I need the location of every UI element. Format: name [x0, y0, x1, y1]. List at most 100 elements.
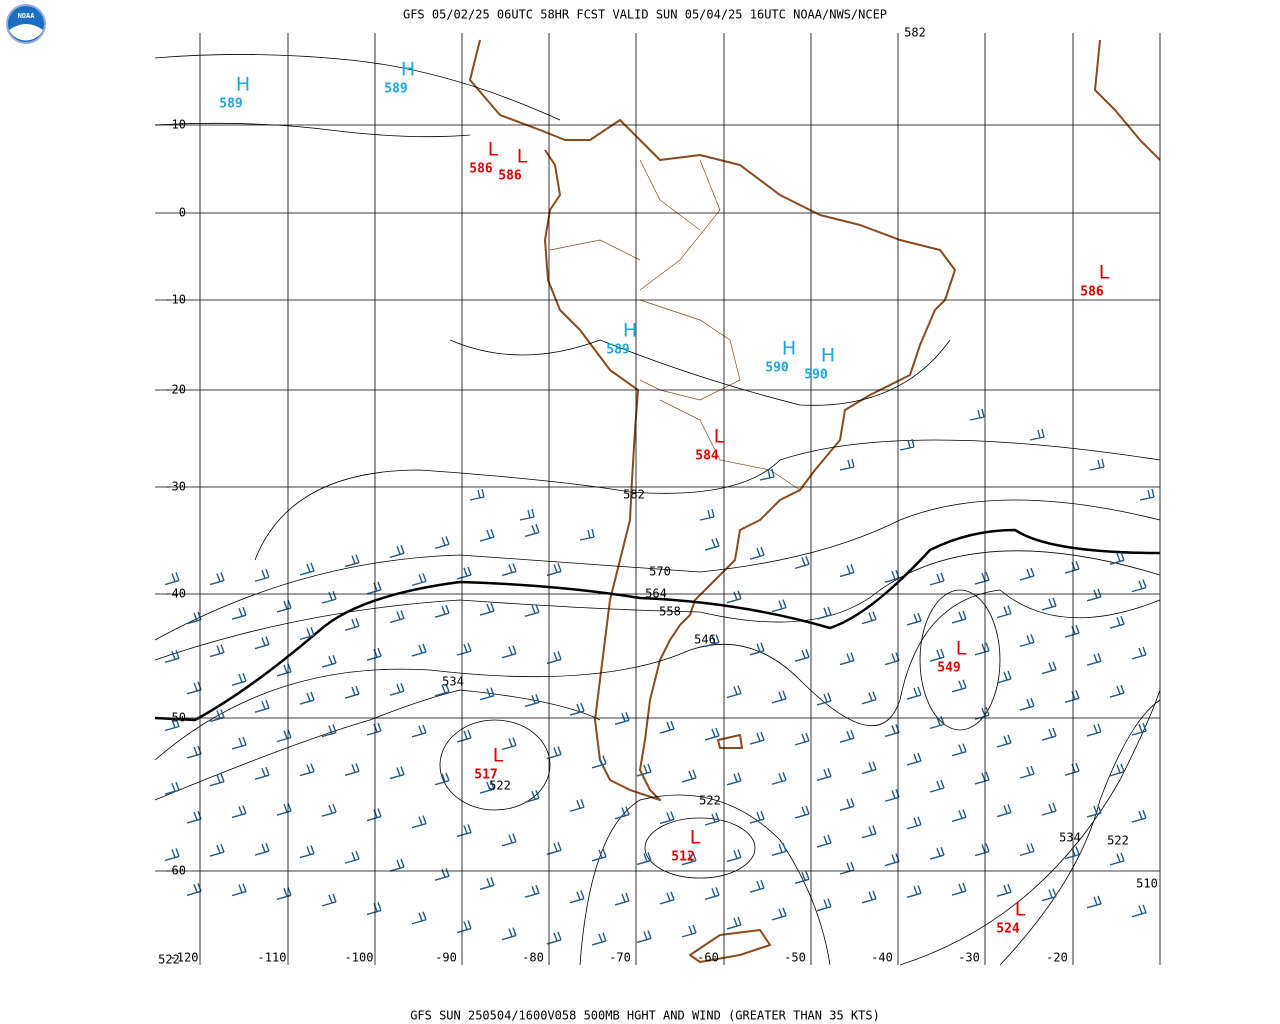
wind-barb: [209, 572, 225, 586]
contour-label: 582: [623, 488, 645, 502]
wind-barb: [231, 736, 247, 750]
wind-barb: [996, 734, 1012, 748]
wind-barb: [299, 691, 315, 705]
wind-barb: [816, 898, 832, 912]
wind-barb: [1019, 765, 1035, 779]
wind-barb: [321, 590, 337, 604]
pressure-symbol: H: [623, 320, 637, 342]
wind-barb: [726, 590, 742, 604]
wind-barb: [749, 731, 765, 745]
contour-label: 522: [158, 953, 180, 967]
latitude-label: 10: [172, 118, 186, 132]
latitude-label: -30: [164, 480, 186, 494]
pressure-value: 584: [695, 449, 719, 464]
wind-barb: [906, 752, 922, 766]
wind-barb: [519, 508, 535, 521]
contour: [154, 589, 1161, 761]
wind-barb: [794, 556, 810, 570]
wind-barb: [906, 612, 922, 626]
wind-barb: [524, 884, 540, 898]
pressure-value: 524: [996, 922, 1020, 937]
wind-barb: [974, 771, 990, 785]
longitude-label: -110: [258, 951, 287, 965]
wind-barb: [434, 867, 450, 881]
contour: [254, 439, 1161, 561]
wind-barb: [699, 508, 715, 521]
wind-barb: [1109, 852, 1125, 866]
coastline: [469, 39, 956, 801]
wind-barb: [389, 682, 405, 696]
wind-barb: [524, 790, 540, 803]
wind-barb: [636, 930, 652, 944]
latitude-label: 0: [179, 206, 186, 220]
wind-barb: [569, 890, 585, 904]
wind-barb: [996, 605, 1012, 619]
pressure-value: 589: [606, 343, 629, 358]
longitude-label: -20: [1046, 951, 1068, 965]
pressure-symbol: H: [782, 338, 796, 360]
wind-barb: [681, 769, 697, 783]
wind-barb: [884, 569, 900, 583]
contour: [899, 689, 1161, 966]
wind-barb: [749, 810, 765, 824]
wind-barb: [434, 604, 450, 618]
wind-barb: [726, 849, 742, 863]
wind-barb: [1041, 661, 1057, 675]
wind-barb: [861, 825, 877, 839]
wind-barb: [344, 618, 360, 631]
contour-label: 510: [1136, 877, 1158, 891]
wind-barb: [411, 815, 427, 829]
wind-barb: [524, 524, 540, 538]
wind-barb: [614, 806, 630, 820]
wind-barb: [254, 699, 270, 713]
wind-barb: [636, 852, 652, 866]
wind-barb: [659, 811, 675, 825]
wind-barb: [276, 887, 292, 900]
longitude-label: -90: [435, 951, 457, 965]
wind-barb: [951, 743, 967, 757]
wind-barb: [1109, 552, 1125, 566]
wind-barb: [186, 611, 202, 625]
wind-barb: [1086, 588, 1102, 602]
contour-label: 522: [1107, 834, 1129, 848]
pressure-value: 590: [765, 361, 789, 376]
wind-barb: [501, 563, 517, 577]
pressure-value: 517: [474, 768, 497, 783]
contour-label: 522: [489, 779, 511, 793]
wind-barb: [929, 572, 945, 586]
contour-label: 534: [1059, 831, 1081, 845]
pressure-value: 589: [384, 82, 407, 97]
contour: [579, 794, 831, 966]
wind-barb: [1064, 762, 1080, 776]
wind-barb: [344, 685, 360, 699]
pressure-symbol: H: [401, 59, 415, 81]
wind-barb: [299, 627, 315, 641]
wind-barb: [951, 679, 967, 693]
wind-barb: [479, 602, 495, 616]
wind-barb: [974, 642, 990, 656]
wind-barb: [456, 920, 472, 934]
pressure-value: 586: [498, 169, 522, 184]
wind-barb: [1086, 652, 1102, 666]
geography: [469, 39, 1161, 963]
wind-barb: [659, 891, 675, 905]
wind-barb: [411, 911, 427, 925]
wind-barb: [974, 571, 990, 585]
wind-barb: [771, 690, 787, 704]
wind-barb: [389, 766, 405, 780]
wind-barb: [591, 848, 607, 862]
wind-barb: [591, 932, 607, 946]
wind-barb: [1064, 560, 1080, 574]
contour: [449, 339, 951, 406]
longitude-label: -30: [958, 951, 980, 965]
wind-barb: [1064, 690, 1080, 704]
wind-barb: [771, 843, 787, 856]
wind-barb: [579, 528, 595, 541]
wind-barb: [389, 610, 405, 624]
wind-barb: [749, 879, 765, 893]
wind-barb: [276, 802, 292, 816]
wind-barb: [501, 645, 517, 659]
wind-barb: [254, 842, 270, 856]
wind-barb: [1064, 846, 1080, 860]
wind-barb: [839, 458, 855, 471]
